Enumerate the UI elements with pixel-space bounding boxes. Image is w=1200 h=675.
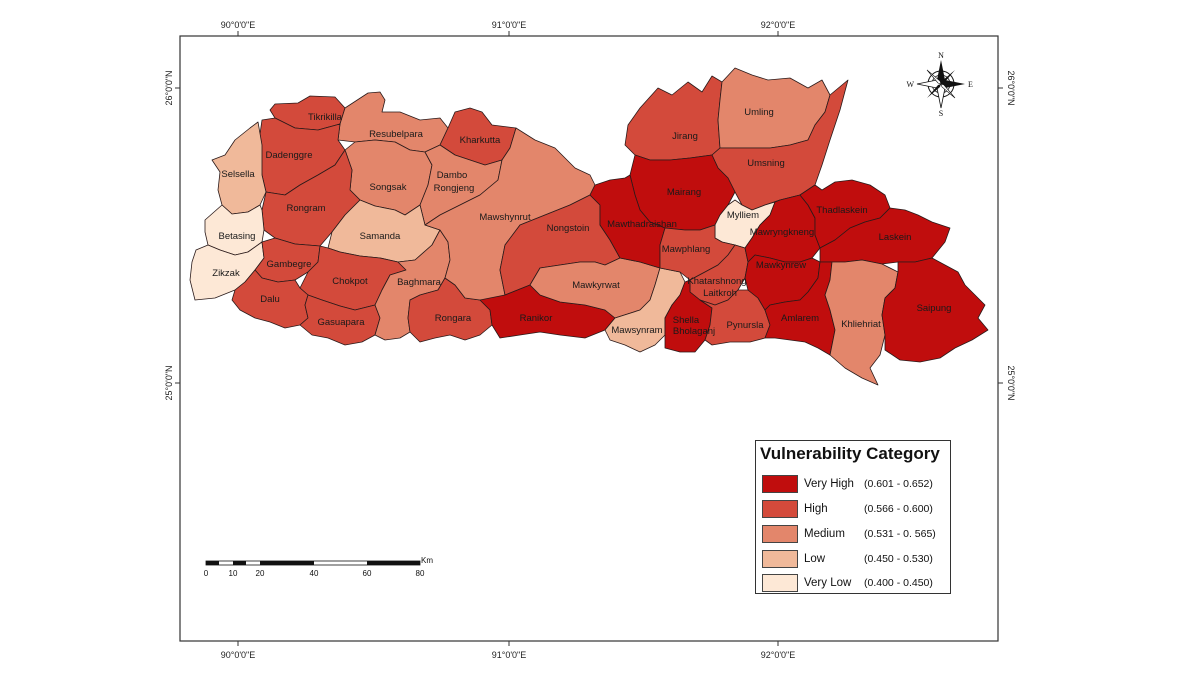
district-label: Khatarshnong bbox=[687, 276, 746, 287]
district-label: Ranikor bbox=[520, 313, 553, 324]
legend-range: (0.400 - 0.450) bbox=[864, 577, 933, 589]
district-label: Umsning bbox=[747, 158, 785, 169]
legend-label: Very Low bbox=[804, 577, 852, 589]
district-label: Jirang bbox=[672, 131, 698, 142]
legend-range: (0.566 - 0.600) bbox=[864, 503, 933, 515]
district-label: Selsella bbox=[221, 169, 255, 180]
compass-rose-icon: N S E W bbox=[906, 51, 973, 118]
legend-swatch bbox=[762, 525, 798, 543]
legend-swatch bbox=[762, 475, 798, 493]
district-label: Umling bbox=[744, 107, 774, 118]
legend-item-very-high: Very High (0.601 - 0.652) bbox=[760, 475, 948, 495]
grat-bottom-label: 92°0'0"E bbox=[761, 650, 796, 660]
district-jirang[interactable] bbox=[624, 75, 723, 161]
district-label: Mawkynrew bbox=[756, 260, 806, 271]
district-label: Rongjeng bbox=[434, 183, 475, 194]
grat-top-label: 91°0'0"E bbox=[492, 20, 527, 30]
legend-swatch bbox=[762, 574, 798, 592]
scale-tick: 40 bbox=[310, 569, 319, 578]
grat-left-label: 25°0'0"N bbox=[164, 365, 174, 400]
scale-tick: 20 bbox=[256, 569, 265, 578]
district-gambegre[interactable] bbox=[254, 237, 321, 283]
district-label: Tikrikilla bbox=[308, 112, 343, 123]
scale-tick: 60 bbox=[363, 569, 372, 578]
district-label-layer: Tikrikilla Resubelpara Kharkutta Dadengg… bbox=[212, 107, 951, 337]
district-label: Shella bbox=[673, 315, 700, 326]
district-label: Kharkutta bbox=[460, 135, 501, 146]
grat-bottom-label: 90°0'0"E bbox=[221, 650, 256, 660]
district-label: Thadlaskein bbox=[816, 205, 867, 216]
scale-unit: Km bbox=[421, 556, 433, 565]
legend-title: Vulnerability Category bbox=[760, 444, 940, 463]
district-label: Mawthadraishan bbox=[607, 219, 677, 230]
district-label: Khliehriat bbox=[841, 319, 881, 330]
legend-swatch bbox=[762, 500, 798, 518]
grat-top-label: 90°0'0"E bbox=[221, 20, 256, 30]
district-label: Pynursla bbox=[727, 320, 765, 331]
district-label: Laitkroh bbox=[703, 288, 737, 299]
legend-range: (0.531 - 0. 565) bbox=[864, 528, 936, 540]
grat-right-label: 25°0'0"N bbox=[1006, 365, 1016, 400]
district-label: Rongram bbox=[286, 203, 325, 214]
district-khliehriat[interactable] bbox=[824, 259, 899, 386]
district-label: Mairang bbox=[667, 187, 701, 198]
district-label: Gambegre bbox=[267, 259, 312, 270]
district-label: Amlarem bbox=[781, 313, 819, 324]
district-label: Mawryngkneng bbox=[750, 227, 814, 238]
district-label: Baghmara bbox=[397, 277, 442, 288]
district-label: Laskein bbox=[879, 232, 912, 243]
district-label: Dalu bbox=[260, 294, 280, 305]
district-label: Nongstoin bbox=[547, 223, 590, 234]
legend-swatch bbox=[762, 550, 798, 568]
district-label: Chokpot bbox=[332, 276, 368, 287]
legend-label: Medium bbox=[804, 528, 845, 540]
district-label: Samanda bbox=[360, 231, 401, 242]
district-label: Dambo bbox=[437, 170, 468, 181]
district-label: Mawphlang bbox=[662, 244, 711, 255]
district-label: Betasing bbox=[219, 231, 256, 242]
compass-w: W bbox=[906, 80, 914, 89]
district-saipung[interactable] bbox=[881, 257, 989, 363]
district-label: Songsak bbox=[370, 182, 407, 193]
district-label: Zikzak bbox=[212, 268, 240, 279]
district-gasuapara[interactable] bbox=[299, 294, 381, 346]
scale-bar: 0 10 20 40 60 80 bbox=[204, 560, 425, 578]
legend-item-medium: Medium (0.531 - 0. 565) bbox=[760, 525, 948, 545]
legend-label: High bbox=[804, 503, 828, 515]
legend-range: (0.450 - 0.530) bbox=[864, 553, 933, 565]
legend-item-low: Low (0.450 - 0.530) bbox=[760, 550, 948, 570]
district-label: Mawshynrut bbox=[479, 212, 531, 223]
scale-tick: 0 bbox=[204, 569, 209, 578]
grat-bottom-label: 91°0'0"E bbox=[492, 650, 527, 660]
district-label: Gasuapara bbox=[317, 317, 365, 328]
grat-right-label: 26°0'0"N bbox=[1006, 70, 1016, 105]
legend: Vulnerability Category Very High (0.601 … bbox=[755, 440, 951, 594]
scale-tick: 10 bbox=[229, 569, 238, 578]
compass-n: N bbox=[938, 51, 944, 60]
district-label: Dadenggre bbox=[265, 150, 312, 161]
district-label: Bholaganj bbox=[673, 326, 715, 337]
legend-item-high: High (0.566 - 0.600) bbox=[760, 500, 948, 520]
map-frame bbox=[179, 35, 999, 642]
district-label: Saipung bbox=[917, 303, 952, 314]
grat-left-label: 26°0'0"N bbox=[164, 70, 174, 105]
district-umsning[interactable] bbox=[711, 79, 849, 211]
district-label: Rongara bbox=[435, 313, 472, 324]
grat-top-label: 92°0'0"E bbox=[761, 20, 796, 30]
compass-e: E bbox=[968, 80, 973, 89]
legend-label: Low bbox=[804, 553, 826, 565]
district-layer bbox=[189, 67, 989, 386]
district-selsella[interactable] bbox=[211, 121, 267, 215]
compass-s: S bbox=[939, 109, 943, 118]
legend-label: Very High bbox=[804, 478, 854, 490]
legend-range: (0.601 - 0.652) bbox=[864, 478, 933, 490]
district-label: Mawsynram bbox=[611, 325, 662, 336]
district-label: Mawkyrwat bbox=[572, 280, 620, 291]
district-label: Resubelpara bbox=[369, 129, 424, 140]
scale-tick: 80 bbox=[416, 569, 425, 578]
legend-item-very-low: Very Low (0.400 - 0.450) bbox=[760, 574, 948, 594]
district-label: Mylliem bbox=[727, 210, 759, 221]
graticule-ticks bbox=[175, 31, 1003, 646]
